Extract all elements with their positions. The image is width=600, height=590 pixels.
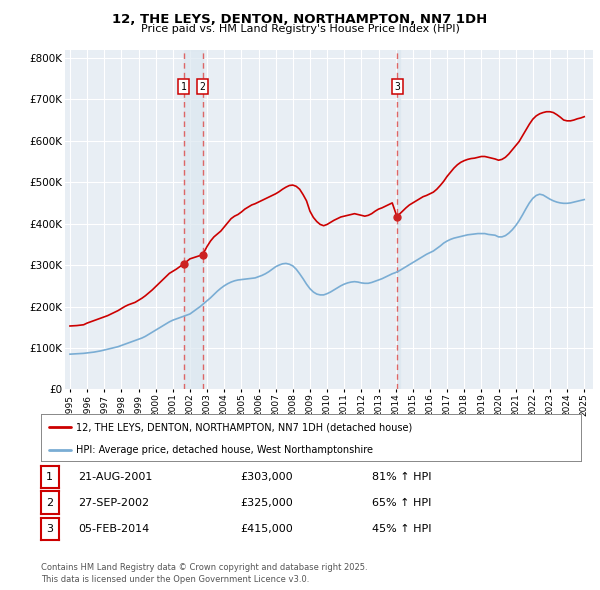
Bar — [184, 50, 203, 389]
Text: Price paid vs. HM Land Registry's House Price Index (HPI): Price paid vs. HM Land Registry's House … — [140, 24, 460, 34]
Text: HPI: Average price, detached house, West Northamptonshire: HPI: Average price, detached house, West… — [76, 445, 373, 454]
Text: 65% ↑ HPI: 65% ↑ HPI — [372, 498, 431, 507]
Text: This data is licensed under the Open Government Licence v3.0.: This data is licensed under the Open Gov… — [41, 575, 309, 584]
Text: 45% ↑ HPI: 45% ↑ HPI — [372, 525, 431, 534]
Text: 27-SEP-2002: 27-SEP-2002 — [78, 498, 149, 507]
Text: 1: 1 — [46, 472, 53, 481]
Text: 12, THE LEYS, DENTON, NORTHAMPTON, NN7 1DH (detached house): 12, THE LEYS, DENTON, NORTHAMPTON, NN7 1… — [76, 422, 412, 432]
Text: £303,000: £303,000 — [240, 472, 293, 481]
Text: £325,000: £325,000 — [240, 498, 293, 507]
Text: 2: 2 — [46, 498, 53, 507]
Text: 1: 1 — [181, 82, 187, 92]
Text: Contains HM Land Registry data © Crown copyright and database right 2025.: Contains HM Land Registry data © Crown c… — [41, 563, 367, 572]
Text: 21-AUG-2001: 21-AUG-2001 — [78, 472, 152, 481]
Text: 3: 3 — [46, 525, 53, 534]
Text: 81% ↑ HPI: 81% ↑ HPI — [372, 472, 431, 481]
Text: 2: 2 — [200, 82, 206, 92]
Bar — [397, 50, 400, 389]
Text: 05-FEB-2014: 05-FEB-2014 — [78, 525, 149, 534]
Text: £415,000: £415,000 — [240, 525, 293, 534]
Text: 12, THE LEYS, DENTON, NORTHAMPTON, NN7 1DH: 12, THE LEYS, DENTON, NORTHAMPTON, NN7 1… — [112, 13, 488, 26]
Text: 3: 3 — [394, 82, 400, 92]
